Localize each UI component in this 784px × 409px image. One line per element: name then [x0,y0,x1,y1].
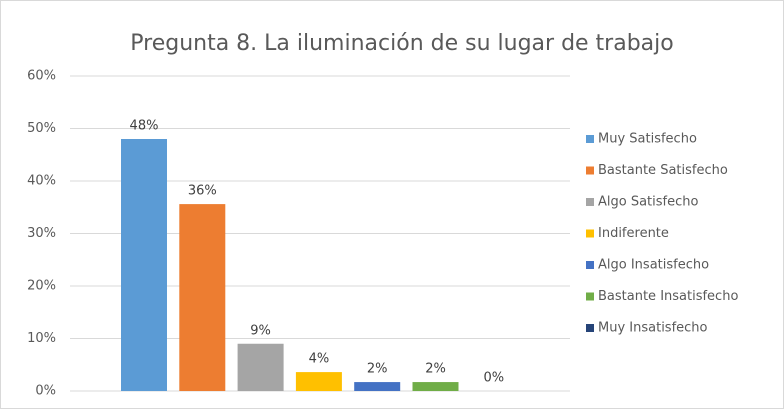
data-label: 2% [425,362,446,377]
y-tick-label: 10% [27,331,56,346]
data-label: 36% [188,184,217,199]
legend-swatch [586,198,594,206]
legend-swatch [586,135,594,143]
bar [354,382,401,391]
y-tick-label: 40% [27,174,56,189]
legend-label: Bastante Satisfecho [598,163,728,178]
legend-label: Muy Insatisfecho [598,321,708,336]
data-label: 4% [309,352,330,367]
legend-swatch [586,229,594,238]
y-tick-label: 20% [27,279,56,294]
bar [295,372,342,391]
data-label: 0% [483,371,504,386]
chart-title: Pregunta 8. La iluminación de su lugar d… [130,31,673,56]
legend-label: Bastante Insatisfecho [598,289,738,304]
bar [121,139,167,391]
legend-swatch [586,261,594,269]
bar [412,382,459,391]
y-tick-label: 50% [27,121,56,136]
legend-label: Muy Satisfecho [598,132,697,147]
legend-swatch [586,292,594,301]
legend-swatch [586,166,594,175]
legend-label: Algo Insatisfecho [598,258,709,273]
data-label: 9% [250,323,271,338]
y-tick-label: 0% [35,384,56,399]
bar [237,343,284,391]
legend-swatch [586,324,594,332]
bar [179,204,226,391]
y-tick-label: 30% [27,226,56,241]
legend-label: Algo Satisfecho [598,195,699,210]
data-label: 2% [367,362,388,377]
data-label: 48% [130,119,159,134]
y-tick-label: 60% [27,69,56,84]
legend-label: Indiferente [598,226,669,241]
